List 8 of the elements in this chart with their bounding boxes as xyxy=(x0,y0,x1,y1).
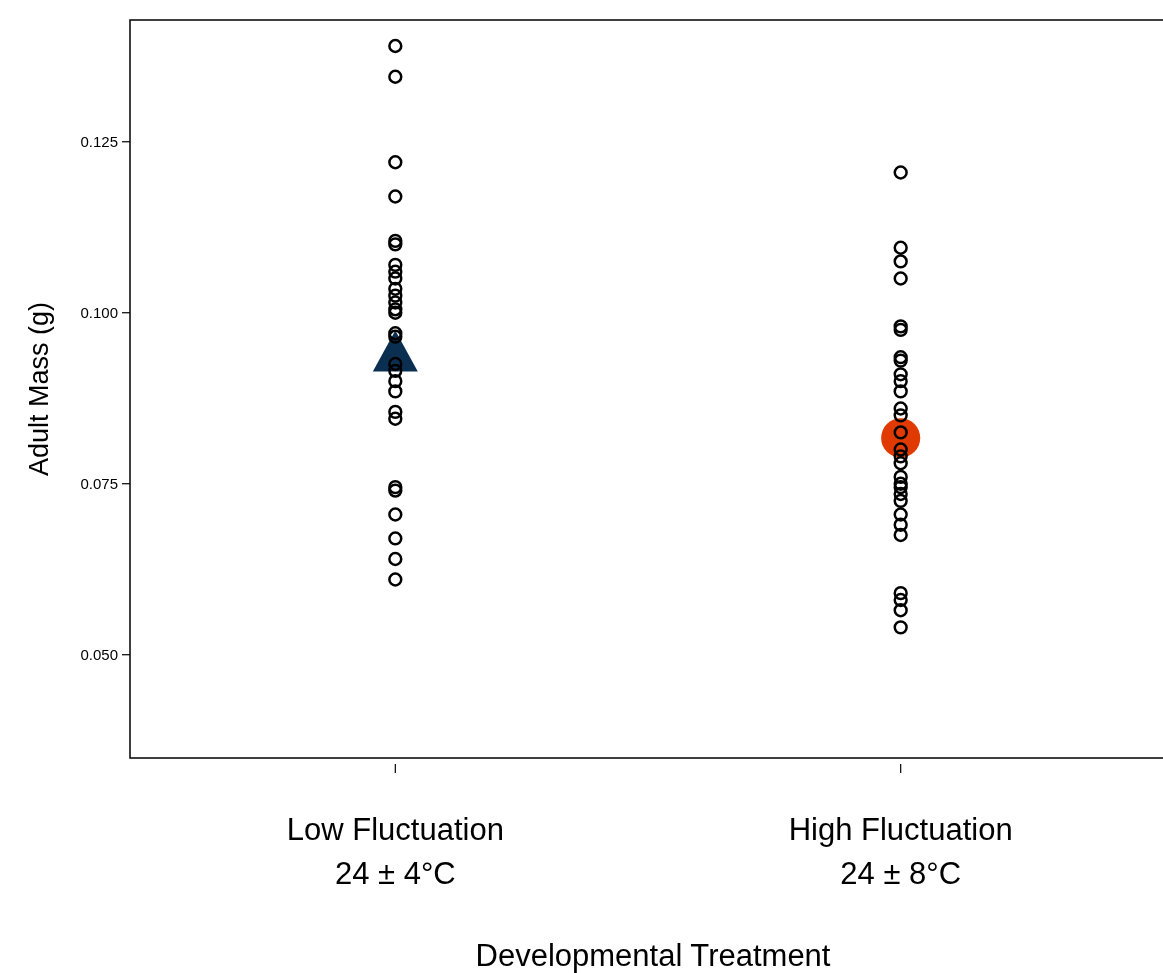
y-tick-label: 0.050 xyxy=(80,645,118,663)
x-tick-label: High Fluctuation 24 ± 8°C xyxy=(788,812,1013,891)
x-tick-label: Low Fluctuation 24 ± 4°C xyxy=(286,812,504,891)
y-tick-label: 0.100 xyxy=(80,303,118,321)
y-tick-label: 0.125 xyxy=(80,133,118,150)
y-axis-title: Adult Mass (g) xyxy=(24,301,54,477)
x-axis-title: Developmental Treatment xyxy=(475,938,831,973)
y-tick-label: 0.075 xyxy=(80,474,118,492)
